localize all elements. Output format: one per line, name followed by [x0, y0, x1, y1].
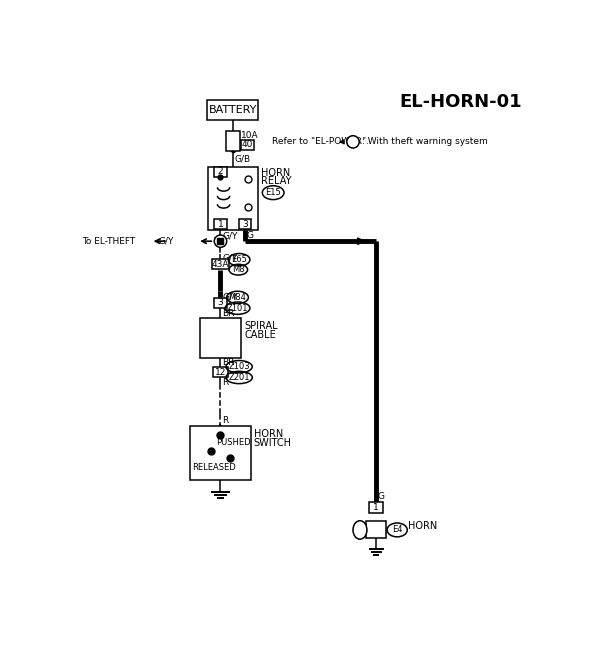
Text: Z201: Z201: [229, 373, 250, 382]
Text: 1: 1: [218, 220, 223, 229]
Text: 10A: 10A: [242, 131, 259, 140]
Text: 3: 3: [218, 298, 223, 307]
Text: G/B: G/B: [234, 154, 250, 163]
Bar: [208, 167, 258, 230]
Text: G: G: [247, 232, 254, 240]
Text: SPIRAL: SPIRAL: [244, 321, 278, 331]
Text: E15: E15: [265, 188, 281, 197]
Text: M84: M84: [229, 293, 246, 302]
Text: BR: BR: [222, 309, 234, 318]
Text: 12: 12: [215, 367, 226, 377]
Text: EL-HORN-01: EL-HORN-01: [400, 92, 522, 111]
Text: G/Y: G/Y: [222, 254, 237, 262]
Text: M8: M8: [232, 265, 244, 274]
Text: RELEASED: RELEASED: [192, 463, 236, 472]
Text: G: G: [378, 493, 385, 501]
Text: CABLE: CABLE: [244, 330, 276, 340]
Text: Refer to "EL-POWER".: Refer to "EL-POWER".: [272, 137, 369, 146]
Text: TW: TW: [347, 137, 359, 146]
Text: R: R: [222, 416, 229, 425]
Bar: [242, 140, 254, 150]
Bar: [200, 318, 242, 358]
Circle shape: [214, 235, 227, 247]
Text: PUSHED: PUSHED: [217, 438, 251, 447]
Bar: [213, 367, 229, 377]
Text: G/Y: G/Y: [222, 292, 237, 301]
Text: TW: TW: [214, 237, 227, 246]
Bar: [366, 522, 387, 539]
Text: E65: E65: [231, 255, 247, 264]
Bar: [214, 298, 227, 308]
Text: : With theft warning system: : With theft warning system: [362, 137, 488, 146]
Text: RELAY: RELAY: [260, 176, 291, 186]
Text: HORN: HORN: [408, 521, 437, 531]
Bar: [214, 167, 227, 177]
Text: SWITCH: SWITCH: [254, 438, 292, 448]
Text: Z103: Z103: [229, 362, 250, 371]
Text: G/Y: G/Y: [159, 237, 174, 246]
Bar: [212, 259, 229, 270]
Text: 3: 3: [242, 220, 248, 229]
Text: E4: E4: [392, 525, 403, 535]
Bar: [207, 100, 259, 120]
Bar: [226, 131, 240, 151]
Text: 2: 2: [218, 167, 223, 176]
Text: BR: BR: [222, 358, 234, 367]
Text: BATTERY: BATTERY: [209, 106, 257, 115]
Text: HORN: HORN: [254, 428, 283, 439]
Bar: [239, 219, 252, 229]
Bar: [190, 426, 250, 480]
Text: To EL-THEFT: To EL-THEFT: [82, 237, 135, 246]
Text: HORN: HORN: [260, 168, 290, 178]
Text: 1: 1: [374, 503, 379, 512]
Circle shape: [347, 136, 359, 148]
Text: R: R: [222, 379, 229, 388]
Text: Z101: Z101: [227, 304, 248, 313]
Bar: [369, 502, 383, 513]
Text: 40: 40: [242, 140, 253, 150]
Text: 43A: 43A: [212, 260, 229, 269]
Text: G/Y: G/Y: [222, 232, 237, 240]
Bar: [214, 219, 227, 229]
Ellipse shape: [353, 521, 367, 539]
